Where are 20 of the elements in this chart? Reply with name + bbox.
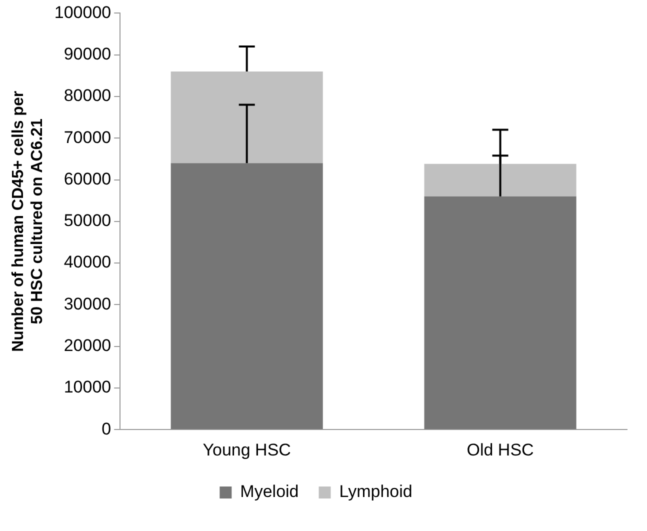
y-tick-label: 90000 <box>64 44 112 64</box>
y-tick-label: 0 <box>102 419 112 438</box>
x-tick-label: Young HSC <box>202 440 291 460</box>
x-tick-label: Old HSC <box>466 440 534 460</box>
y-tick-label: 70000 <box>64 128 112 147</box>
y-tick-label: 30000 <box>64 294 112 314</box>
legend-label: Lymphoid <box>339 482 412 502</box>
y-tick-label: 60000 <box>64 169 112 188</box>
y-tick-label: 10000 <box>64 378 112 397</box>
y-axis-title: Number of human CD45+ cells per 50 HSC cultured on AC6.21 <box>10 90 46 352</box>
bar <box>170 163 323 430</box>
bar <box>424 196 576 430</box>
y-tick-label: 50000 <box>64 211 112 230</box>
y-tick-label: 40000 <box>64 252 112 272</box>
legend-label: Myeloid <box>240 482 299 502</box>
y-tick-label: 80000 <box>64 86 112 106</box>
y-tick-label: 20000 <box>64 336 112 356</box>
bar <box>424 164 576 196</box>
y-tick-label: 100000 <box>54 2 112 22</box>
bar <box>170 71 323 164</box>
